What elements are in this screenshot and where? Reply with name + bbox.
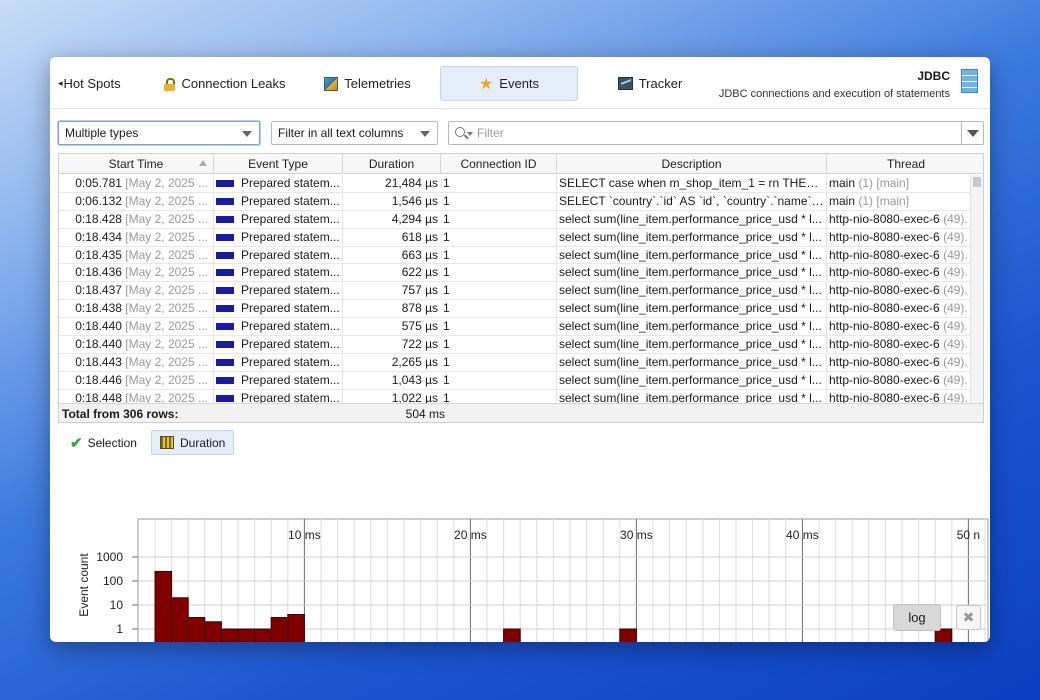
col-thread[interactable]: Thread <box>886 157 926 171</box>
tab-tracker[interactable]: Tracker <box>610 66 690 101</box>
total-row: Total from 306 rows: 504 ms <box>59 403 983 422</box>
histogram-bar[interactable] <box>237 628 256 642</box>
chevron-left-icon: ◂ <box>58 78 63 88</box>
col-start-time[interactable]: Start Time <box>59 154 214 174</box>
event-type-select[interactable]: Multiple types <box>58 121 260 145</box>
log-scale-button[interactable]: log <box>893 604 941 631</box>
table-row[interactable]: 0:18.446 [May 2, 2025 ... Prepared state… <box>59 371 971 390</box>
table-header: Start Time Event Type Duration Connectio… <box>59 154 983 174</box>
histogram-bar[interactable] <box>154 570 173 642</box>
event-type-swatch <box>216 180 234 187</box>
histogram-bar[interactable] <box>171 597 189 642</box>
event-type-swatch <box>216 215 234 223</box>
table-body: 0:05.781 [May 2, 2025 ... Prepared state… <box>59 175 971 408</box>
probe-title: JDBC <box>917 69 950 83</box>
tab-telemetries[interactable]: Telemetries <box>315 66 420 101</box>
search-icon[interactable] <box>455 127 465 137</box>
histogram-bar[interactable] <box>619 628 637 642</box>
total-label: Total from 306 rows: <box>62 407 179 421</box>
table-row[interactable]: 0:18.443 [May 2, 2025 ... Prepared state… <box>59 353 971 372</box>
table-row[interactable]: 0:18.436 [May 2, 2025 ... Prepared state… <box>59 264 971 283</box>
col-connection-id[interactable]: Connection ID <box>441 154 557 174</box>
table-row[interactable]: 0:18.434 [May 2, 2025 ... Prepared state… <box>59 228 971 247</box>
histogram-icon <box>160 436 174 449</box>
filter-history-dropdown[interactable] <box>961 122 983 144</box>
event-type-swatch <box>216 394 234 402</box>
total-duration: 504 ms <box>405 407 445 421</box>
filter-mode-select[interactable]: Filter in all text columns <box>271 121 438 145</box>
col-description[interactable]: Description <box>557 154 827 174</box>
y-tick-label: 1000 <box>96 550 123 564</box>
tab-connection-leaks[interactable]: Connection Leaks <box>160 66 290 101</box>
app-window: ◂ Hot Spots Connection Leaks Telemetries … <box>50 57 990 642</box>
chevron-down-icon <box>420 131 430 137</box>
table-row[interactable]: 0:18.440 [May 2, 2025 ... Prepared state… <box>59 336 971 354</box>
x-tick-label: 10 ms <box>288 528 321 542</box>
event-type-swatch <box>216 305 234 313</box>
col-event-type[interactable]: Event Type <box>214 154 343 174</box>
duration-histogram: 10 ms 20 ms 30 ms 40 ms 50 n 1 10 100 1000 Event … <box>50 457 990 642</box>
event-type-swatch <box>216 358 234 366</box>
x-tick-label: 50 n <box>957 528 980 542</box>
event-type-swatch <box>216 269 234 277</box>
x-tick-label: 30 ms <box>620 528 653 542</box>
y-tick-label: 10 <box>110 598 124 612</box>
tab-selection[interactable]: ✔ Selection <box>70 434 137 452</box>
filter-input[interactable] <box>475 124 955 142</box>
database-icon <box>961 69 978 93</box>
tab-hot-spots[interactable]: ◂ Hot Spots <box>58 76 121 91</box>
scrollbar-thumb[interactable] <box>973 177 981 187</box>
histogram-bar[interactable] <box>934 628 953 642</box>
y-tick-label: 1 <box>116 622 123 636</box>
probe-subtitle: JDBC connections and execution of statem… <box>718 88 950 100</box>
x-tick-label: 40 ms <box>786 528 819 542</box>
histogram-bar[interactable] <box>287 614 305 642</box>
chevron-down-icon <box>242 131 252 137</box>
settings-tool-icon[interactable]: ✖ <box>956 605 981 630</box>
events-table: Start Time Event Type Duration Connectio… <box>58 153 984 423</box>
event-type-swatch <box>216 341 234 349</box>
event-type-swatch <box>216 376 234 384</box>
table-row[interactable]: 0:06.132 [May 2, 2025 ... Prepared state… <box>59 192 971 211</box>
event-type-swatch <box>216 251 234 259</box>
filter-search-box <box>448 121 984 145</box>
table-row[interactable]: 0:18.437 [May 2, 2025 ... Prepared state… <box>59 282 971 301</box>
telemetry-icon <box>324 76 339 91</box>
event-type-swatch <box>216 323 234 331</box>
y-tick-label: 100 <box>103 574 123 588</box>
histogram-svg: 10 ms 20 ms 30 ms 40 ms 50 n 1 10 100 1000 Event … <box>77 518 989 642</box>
table-row[interactable]: 0:18.438 [May 2, 2025 ... Prepared state… <box>59 300 971 319</box>
lock-icon <box>164 77 176 91</box>
view-toolbar: ◂ Hot Spots Connection Leaks Telemetries … <box>50 57 990 109</box>
event-type-swatch <box>216 287 234 295</box>
table-row[interactable]: 0:05.781 [May 2, 2025 ... Prepared state… <box>59 175 971 193</box>
search-options-icon[interactable] <box>467 132 473 136</box>
y-axis-label: Event count <box>77 553 91 617</box>
histogram-bar[interactable] <box>503 628 521 642</box>
event-type-swatch <box>216 233 234 241</box>
histogram-bar[interactable] <box>187 617 206 642</box>
histogram-bar[interactable] <box>220 628 239 642</box>
table-scrollbar[interactable] <box>970 175 983 403</box>
histogram-bar[interactable] <box>204 621 222 642</box>
col-duration[interactable]: Duration <box>343 154 441 174</box>
histogram-bar[interactable] <box>254 628 272 642</box>
tab-events[interactable]: ★ Events <box>440 66 578 101</box>
histogram-bar[interactable] <box>270 617 289 642</box>
table-row[interactable]: 0:18.435 [May 2, 2025 ... Prepared state… <box>59 246 971 265</box>
x-tick-label: 20 ms <box>454 528 487 542</box>
sort-ascending-icon <box>199 160 207 166</box>
event-type-swatch <box>216 197 234 205</box>
star-icon: ★ <box>478 75 494 93</box>
table-row[interactable]: 0:18.428 [May 2, 2025 ... Prepared state… <box>59 210 971 229</box>
tab-duration[interactable]: Duration <box>151 430 235 455</box>
checkmark-icon: ✔ <box>70 434 83 452</box>
tracker-icon <box>617 77 633 90</box>
table-row[interactable]: 0:18.440 [May 2, 2025 ... Prepared state… <box>59 318 971 337</box>
